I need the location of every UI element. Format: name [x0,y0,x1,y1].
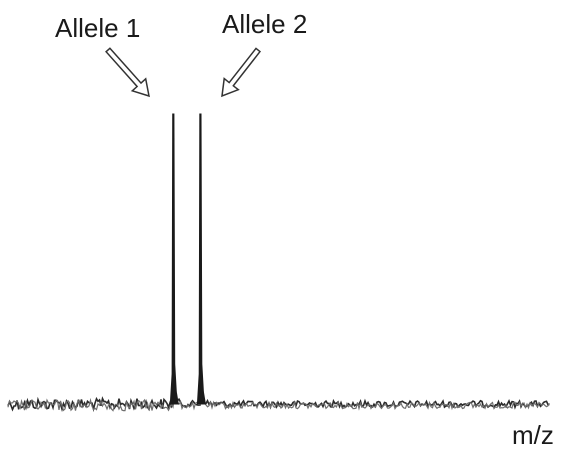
spectrum-traces [7,113,551,413]
spectrum-series-1 [7,393,550,413]
peak-1 [169,113,179,405]
annotation-label-allele-1: Allele 1 [55,13,140,43]
x-axis-label: m/z [512,420,554,450]
peak-2 [196,113,207,405]
arrow-shape [221,47,262,98]
arrow-shape [105,47,150,98]
annotation-label-allele-2: Allele 2 [222,9,307,39]
annotation-arrow-allele-1 [105,47,150,98]
spectrum-series-2 [7,394,551,412]
annotation-arrow-allele-2 [221,47,262,98]
